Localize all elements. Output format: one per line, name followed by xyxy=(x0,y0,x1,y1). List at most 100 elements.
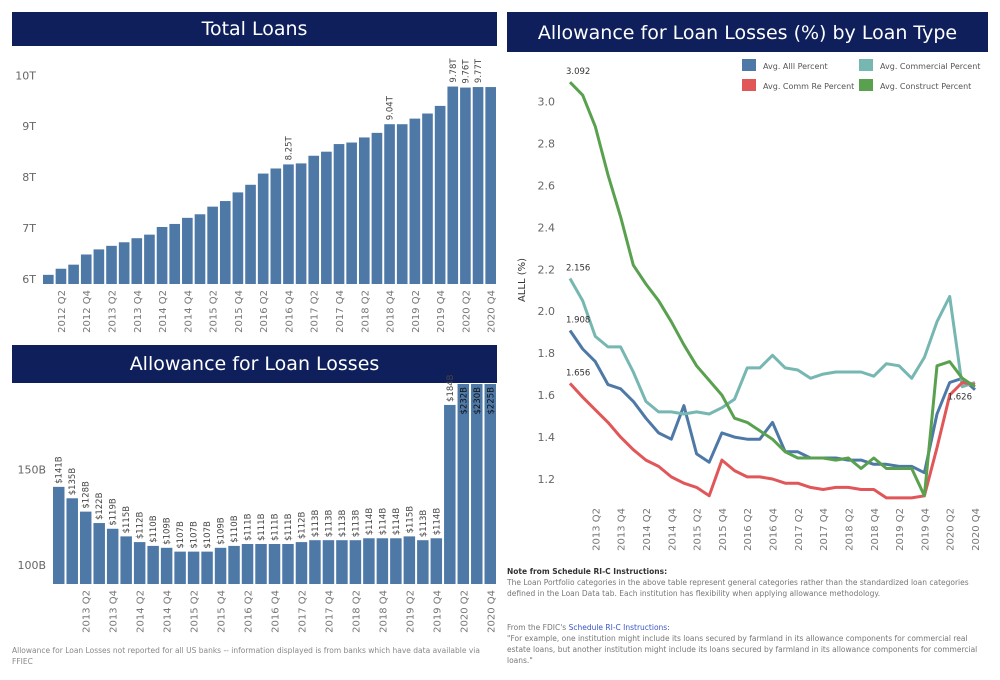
legend-swatch xyxy=(859,59,873,71)
y-tick-label: 1.2 xyxy=(538,473,556,486)
bar xyxy=(133,542,146,584)
bar xyxy=(257,173,269,284)
bar xyxy=(295,163,307,284)
x-tick-label: 2014 Q2 xyxy=(642,508,653,551)
x-tick-label: 2019 Q4 xyxy=(432,590,443,633)
y-tick-label: 8T xyxy=(22,171,36,184)
bar xyxy=(144,234,155,284)
y-tick-label: 2.2 xyxy=(538,263,556,276)
legend-label: Avg. Commercial Percent xyxy=(880,62,980,71)
value-label: $114B xyxy=(365,508,375,536)
bar xyxy=(460,87,471,285)
x-tick-label: 2018 Q2 xyxy=(844,508,855,551)
y-tick-label: 1.4 xyxy=(538,431,556,444)
bar xyxy=(187,551,200,584)
value-label: $110B xyxy=(230,515,240,543)
bar xyxy=(376,538,389,584)
x-tick-label: 2017 Q4 xyxy=(819,508,830,551)
bar xyxy=(485,87,496,284)
bar xyxy=(169,223,181,284)
bar xyxy=(346,142,357,284)
bar xyxy=(106,528,119,584)
allowance-footnote: Allowance for Loan Losses not reported f… xyxy=(12,646,480,666)
total-loans-chart: 6T 7T 8T 9T 10T 8.25T 9.04T 9.78T 9.76T 9.77T 2012… xyxy=(15,58,497,333)
bar xyxy=(471,384,483,584)
bar xyxy=(241,544,254,584)
x-tick-label: 2015 Q4 xyxy=(234,290,245,333)
bar xyxy=(333,144,345,284)
legend-label: Avg. Construct Percent xyxy=(880,82,971,91)
data-label: 9.76T xyxy=(461,59,471,84)
series-line xyxy=(568,81,976,498)
alll-header: Allowance for Loan Losses (%) by Loan Ty… xyxy=(507,12,988,52)
value-label: $115B xyxy=(122,506,132,534)
y-tick-label: 100B xyxy=(17,559,46,572)
bar xyxy=(93,523,105,584)
series-line xyxy=(568,381,976,500)
bar xyxy=(201,551,213,584)
value-label: $114B xyxy=(432,508,442,536)
x-tick-label: 2013 Q4 xyxy=(109,590,120,633)
y-tick-label: 2.8 xyxy=(538,137,556,150)
bar xyxy=(160,547,173,584)
x-tick-label: 2014 Q4 xyxy=(163,590,174,633)
x-tick-label: 2019 Q4 xyxy=(920,508,931,551)
x-tick-label: 2015 Q2 xyxy=(209,290,220,333)
bar xyxy=(484,384,496,584)
x-tick-label: 2017 Q2 xyxy=(794,508,805,551)
bar xyxy=(409,118,421,284)
x-tick-label: 2016 Q2 xyxy=(244,590,255,633)
value-label: $107B xyxy=(203,521,213,549)
bar xyxy=(245,184,256,284)
y-tick-label: 6T xyxy=(22,273,36,286)
x-tick-label: 2017 Q2 xyxy=(310,290,321,333)
bar xyxy=(118,242,130,284)
y-tick-label: 3.0 xyxy=(538,95,556,108)
value-label: $232B xyxy=(459,387,469,415)
x-tick-label: 2019 Q2 xyxy=(895,508,906,551)
bar xyxy=(68,264,79,284)
value-label: $110B xyxy=(149,515,159,543)
x-tick-label: 2019 Q4 xyxy=(436,290,447,333)
bar xyxy=(457,384,470,584)
point-label: 2.156 xyxy=(566,263,590,273)
y-tick-label: 7T xyxy=(22,222,36,235)
x-tick-label: 2016 Q4 xyxy=(769,508,780,551)
legend-label: Avg. Comm Re Percent xyxy=(763,82,854,91)
x-tick-label: 2015 Q4 xyxy=(217,590,228,633)
ric-note-title: Note from Schedule RI-C Instructions: xyxy=(507,567,668,576)
y-tick-label: 150B xyxy=(17,464,46,477)
x-tick-label: 2017 Q2 xyxy=(297,590,308,633)
bar xyxy=(371,132,383,284)
bar xyxy=(79,511,92,584)
x-tick-label: 2018 Q4 xyxy=(386,290,397,333)
x-tick-label: 2018 Q2 xyxy=(351,590,362,633)
bar xyxy=(214,547,227,584)
value-label: $111B xyxy=(284,513,294,541)
bar xyxy=(430,538,443,584)
value-label: $225B xyxy=(486,387,496,415)
value-label: $114B xyxy=(378,508,388,536)
bar xyxy=(120,536,132,584)
x-tick-label: 2015 Q4 xyxy=(718,508,729,551)
bar xyxy=(53,486,65,584)
x-tick-label: 2017 Q4 xyxy=(335,290,346,333)
legend-swatch xyxy=(859,79,873,91)
x-tick-label: 2014 Q4 xyxy=(667,508,678,551)
bar xyxy=(147,545,159,584)
fdic-instructions-link[interactable]: Schedule RI-C Instructions: xyxy=(568,623,670,632)
bar xyxy=(322,540,335,584)
x-tick-label: 2015 Q2 xyxy=(190,590,201,633)
value-label: $114B xyxy=(392,508,402,536)
fdic-note-prefix: From the FDIC's xyxy=(507,623,567,632)
x-tick-label: 2020 Q2 xyxy=(461,290,472,333)
bar xyxy=(55,268,67,284)
allowance-header: Allowance for Loan Losses xyxy=(12,345,497,383)
data-label: 8.25T xyxy=(284,135,294,160)
value-label: $115B xyxy=(405,506,415,534)
alll-line-chart: 1.2 1.4 1.6 1.8 2.0 2.2 2.4 2.6 2.8 3.0 ALLL (%) 3.… xyxy=(517,59,982,551)
bar xyxy=(447,86,459,284)
bar xyxy=(308,155,320,284)
x-tick-label: 2013 Q2 xyxy=(108,290,119,333)
